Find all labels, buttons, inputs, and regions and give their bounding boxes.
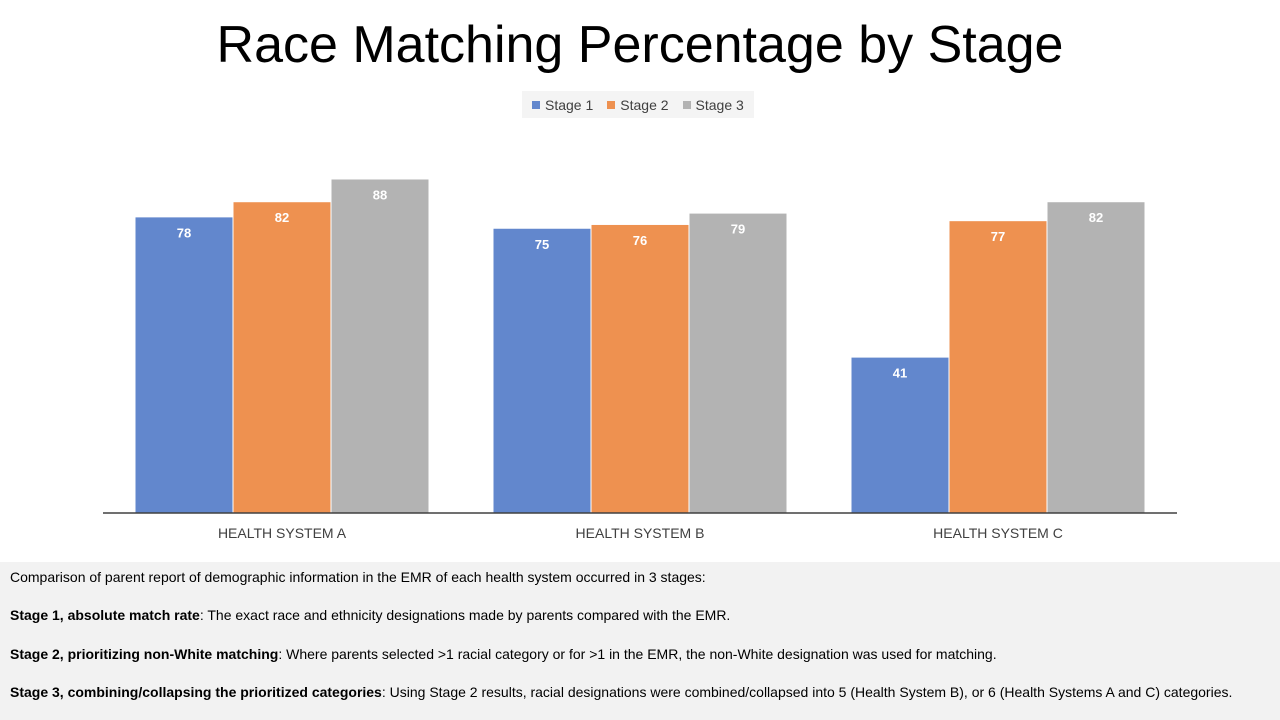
data-label: 78 <box>177 225 191 240</box>
notes-stage-3-text: : Using Stage 2 results, racial designat… <box>381 684 1233 700</box>
notes-stage-3: Stage 3, combining/collapsing the priori… <box>10 684 1232 700</box>
legend-swatch-stage-2 <box>607 100 616 109</box>
legend-item-stage-1[interactable]: Stage 1 <box>532 97 593 113</box>
legend-label-stage-3: Stage 3 <box>695 96 744 113</box>
bar-3-2 <box>689 213 787 513</box>
bar-1-2 <box>493 228 591 513</box>
legend-swatch-stage-3 <box>682 100 691 109</box>
bar-1-3 <box>851 357 949 513</box>
data-label: 77 <box>991 229 1005 244</box>
data-label: 82 <box>1089 210 1103 225</box>
legend-swatch-stage-1 <box>532 100 540 109</box>
notes-panel: Comparison of parent report of demograph… <box>0 562 1280 720</box>
bar-3-3 <box>1047 202 1145 513</box>
bar-1-1 <box>135 217 233 513</box>
notes-stage-2-text: : Where parents selected >1 racial categ… <box>278 646 997 662</box>
data-label: 76 <box>633 233 647 248</box>
notes-stage-3-label: Stage 3, combining/collapsing the priori… <box>10 684 382 700</box>
legend-item-stage-2[interactable]: Stage 2 <box>607 96 669 113</box>
x-tick-label: HEALTH SYSTEM A <box>218 525 347 541</box>
chart-title: Race Matching Percentage by Stage <box>216 16 1064 74</box>
data-label: 88 <box>373 187 387 202</box>
notes-stage-1-label: Stage 1, absolute match rate <box>10 607 200 623</box>
legend-label-stage-1: Stage 1 <box>545 96 594 113</box>
x-tick-label: HEALTH SYSTEM B <box>576 525 705 541</box>
legend-label-stage-2: Stage 2 <box>620 96 669 113</box>
legend-item-stage-3[interactable]: Stage 3 <box>682 96 744 113</box>
notes-stage-1: Stage 1, absolute match rate: The exact … <box>10 607 730 623</box>
chart-legend: Stage 1 Stage 2 Stage 3 <box>522 91 754 118</box>
notes-stage-2-label: Stage 2, prioritizing non-White matching <box>10 646 279 662</box>
bar-2-3 <box>949 221 1047 514</box>
bar-2-1 <box>233 202 331 513</box>
data-label: 79 <box>731 222 745 237</box>
bar-2-2 <box>591 224 689 513</box>
data-label: 41 <box>893 366 907 381</box>
notes-intro: Comparison of parent report of demograph… <box>10 569 706 585</box>
notes-stage-2: Stage 2, prioritizing non-White matching… <box>10 646 997 662</box>
bar-chart: 78 82 88 HEALTH SYSTEM A 75 76 79 HEALTH SYSTEM… <box>103 179 1177 541</box>
x-tick-label: HEALTH SYSTEM C <box>933 525 1063 541</box>
data-label: 75 <box>535 237 549 252</box>
bar-3-1 <box>331 179 429 514</box>
data-label: 82 <box>275 210 289 225</box>
notes-stage-1-text: : The exact race and ethnicity designati… <box>199 607 731 623</box>
